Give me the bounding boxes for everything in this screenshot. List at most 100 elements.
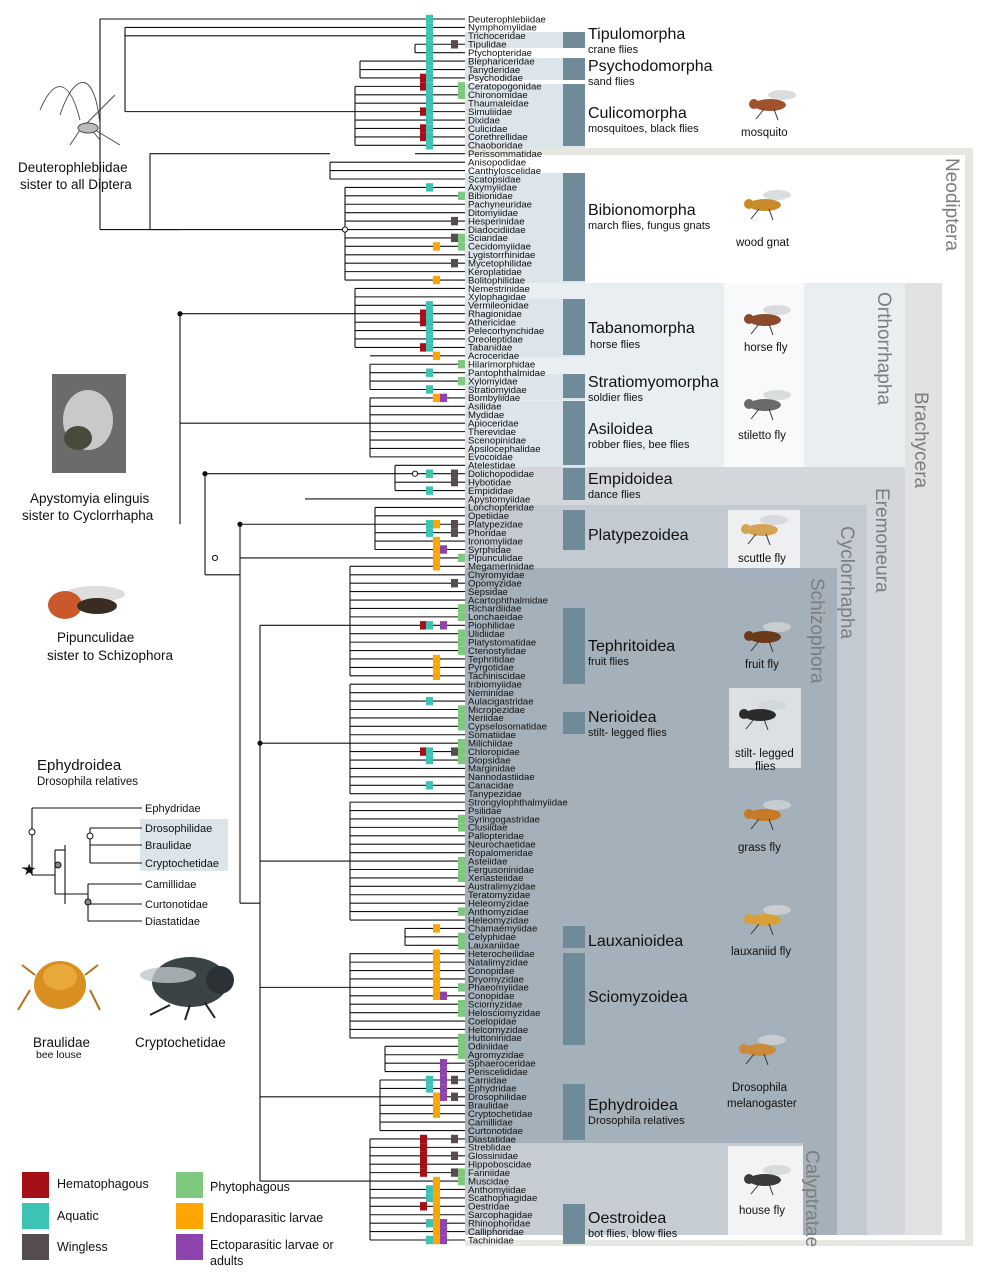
family-label: Blephariceridae: [468, 56, 535, 67]
family-label: Neminidae: [468, 688, 514, 699]
note-text: sister to Cyclorrhapha: [22, 508, 154, 523]
photo-caption: wood gnat: [735, 237, 790, 249]
family-label: Acartophthalmidae: [468, 595, 548, 606]
trait-mark: [433, 393, 440, 403]
trait-mark: [433, 1185, 440, 1194]
legend-label: adults: [210, 1254, 243, 1268]
trait-mark: [458, 612, 465, 622]
trait-mark: [426, 334, 433, 344]
inset-taxon: Diastatidae: [145, 916, 200, 928]
family-label: Dryomyzidae: [468, 974, 524, 985]
family-label: Glossinidae: [468, 1151, 518, 1162]
family-label: Cryptochetidae: [468, 1109, 533, 1120]
note-text: sister to all Diptera: [20, 177, 132, 192]
family-label: Fergusoninidae: [468, 865, 534, 876]
trait-mark: [433, 1227, 440, 1236]
legend-swatch: [22, 1234, 49, 1260]
trait-mark: [426, 469, 433, 478]
trait-mark: [426, 520, 433, 529]
legend-label: Endoparasitic larvae: [210, 1211, 323, 1225]
inset-taxon: Braulidae: [145, 840, 191, 852]
trait-mark: [426, 486, 433, 495]
trait-mark: [426, 31, 433, 40]
family-label: Psilidae: [468, 806, 502, 817]
family-label: Fanniidae: [468, 1168, 510, 1179]
trait-mark: [433, 663, 440, 672]
inset-taxon: Curtonotidae: [145, 899, 208, 911]
fly-icon: [744, 622, 791, 653]
family-label: Sepsidae: [468, 587, 508, 598]
family-label: Pelecorhynchidae: [468, 326, 544, 337]
family-label: Phaeomyiidae: [468, 983, 529, 994]
trait-mark: [420, 317, 427, 327]
inset-taxon: Drosophilidae: [145, 823, 212, 835]
trait-mark: [433, 991, 440, 1000]
trait-mark: [440, 1059, 447, 1068]
trait-mark: [433, 671, 440, 680]
family-label: Chironomidae: [468, 90, 528, 101]
trait-mark: [440, 1235, 447, 1245]
trait-mark: [458, 646, 465, 655]
family-label: Carnidae: [468, 1075, 507, 1086]
photo-caption: horse fly: [744, 342, 788, 354]
family-label: Clusiidae: [468, 823, 507, 834]
family-label: Strongylophthalmyiidae: [468, 797, 568, 808]
family-label: Chloropidae: [468, 747, 520, 758]
trait-mark: [426, 528, 433, 537]
family-label: Platypezidae: [468, 520, 523, 531]
photo-caption: lauxaniid fly: [731, 946, 791, 958]
family-label: Mydidae: [468, 410, 504, 421]
group-sub: dance flies: [588, 489, 641, 501]
family-label: Lauxaniidae: [468, 941, 520, 952]
family-label: Vermileonidae: [468, 301, 529, 312]
family-label: Tachinidae: [468, 1235, 514, 1246]
fly-icon: [739, 700, 786, 731]
family-label: Neurochaetidae: [468, 840, 536, 851]
trait-mark: [433, 553, 440, 563]
trait-mark: [433, 1109, 440, 1118]
trait-mark: [451, 477, 458, 487]
trait-mark: [433, 1176, 440, 1186]
trait-mark: [426, 747, 433, 756]
family-label: Heleomyzidae: [468, 915, 529, 926]
family-label: Evocoidae: [468, 452, 513, 463]
family-label: Oreoleptidae: [468, 334, 523, 345]
trait-mark: [458, 233, 465, 243]
family-label: Nymphomyiidae: [468, 23, 537, 34]
family-label: Rhagionidae: [468, 309, 522, 320]
family-label: Xenasteiidae: [468, 873, 523, 884]
trait-mark: [420, 107, 427, 116]
family-label: Scatopsidae: [468, 174, 521, 185]
family-label: Aulacigastridae: [468, 696, 534, 707]
trait-mark: [458, 747, 465, 756]
family-label: Ptychopteridae: [468, 48, 532, 59]
family-label: Camillidae: [468, 1117, 513, 1128]
note-text: Apystomyia elinguis: [30, 491, 150, 506]
trait-mark: [440, 1219, 447, 1228]
group-name: Bibionomorpha: [588, 202, 696, 219]
family-label: Ironomyiidae: [468, 536, 523, 547]
family-label: Lygistorrhinidae: [468, 250, 535, 261]
trait-mark: [433, 983, 440, 992]
trait-mark: [440, 1067, 447, 1076]
trait-mark: [458, 242, 465, 251]
family-label: Tephritidae: [468, 654, 515, 665]
family-label: Celyphidae: [468, 932, 516, 943]
family-label: Huttoninidae: [468, 1033, 522, 1044]
family-label: Marginidae: [468, 764, 515, 775]
trait-mark: [433, 654, 440, 664]
family-label: Agromyzidae: [468, 1050, 524, 1061]
group-bars: [563, 32, 585, 1244]
family-label: Heleomyzidae: [468, 899, 529, 910]
family-label: Empididae: [468, 486, 513, 497]
trait-mark: [458, 865, 465, 874]
family-label: Ulidiidae: [468, 629, 505, 640]
trait-mark: [433, 351, 440, 360]
family-label: Sciaridae: [468, 233, 508, 244]
family-label: Pantophthalmidae: [468, 368, 545, 379]
trait-mark: [433, 1210, 440, 1219]
inset-title: Ephydroidea: [37, 757, 122, 774]
group-sub: march flies, fungus gnats: [588, 220, 711, 232]
family-label: Periscelididae: [468, 1067, 528, 1078]
